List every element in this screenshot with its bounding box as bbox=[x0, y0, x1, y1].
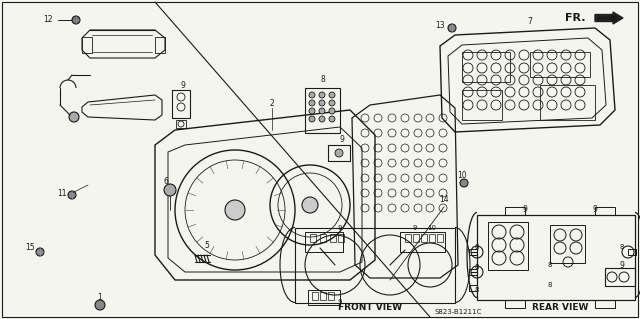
Bar bbox=[437, 234, 443, 242]
Text: 7: 7 bbox=[527, 18, 532, 26]
Circle shape bbox=[164, 184, 176, 196]
Bar bbox=[310, 234, 316, 242]
Bar bbox=[305, 232, 343, 252]
Text: 2: 2 bbox=[269, 99, 275, 108]
Text: 9: 9 bbox=[620, 261, 625, 270]
Bar bbox=[605, 268, 635, 286]
Text: FRONT VIEW: FRONT VIEW bbox=[338, 302, 402, 311]
Bar bbox=[429, 234, 435, 242]
Circle shape bbox=[335, 149, 343, 157]
Text: 13: 13 bbox=[435, 20, 445, 29]
Text: 6: 6 bbox=[164, 177, 168, 187]
Bar bbox=[469, 285, 477, 291]
Text: 10: 10 bbox=[428, 225, 436, 231]
Bar bbox=[530, 52, 590, 77]
Text: 11: 11 bbox=[57, 189, 67, 197]
Bar bbox=[328, 292, 334, 300]
Circle shape bbox=[36, 248, 44, 256]
Circle shape bbox=[319, 92, 325, 98]
Circle shape bbox=[319, 100, 325, 106]
Bar bbox=[328, 145, 350, 161]
Bar bbox=[338, 234, 344, 242]
Circle shape bbox=[309, 108, 315, 114]
Circle shape bbox=[309, 92, 315, 98]
Bar bbox=[308, 290, 340, 305]
Circle shape bbox=[68, 191, 76, 199]
Text: 15: 15 bbox=[25, 243, 35, 253]
Bar bbox=[505, 207, 525, 215]
Bar bbox=[540, 85, 595, 120]
Bar bbox=[550, 225, 585, 263]
Text: 9: 9 bbox=[338, 225, 342, 231]
Text: 9: 9 bbox=[338, 299, 342, 305]
Circle shape bbox=[302, 197, 318, 213]
Circle shape bbox=[448, 24, 456, 32]
Bar bbox=[413, 234, 419, 242]
Bar bbox=[405, 234, 411, 242]
Text: 9: 9 bbox=[180, 80, 186, 90]
Bar bbox=[82, 37, 92, 53]
Text: 8: 8 bbox=[321, 76, 325, 85]
Text: 9: 9 bbox=[340, 136, 344, 145]
Bar bbox=[469, 249, 477, 255]
Text: 9: 9 bbox=[413, 225, 417, 231]
Bar bbox=[469, 269, 477, 275]
Text: S823-B1211C: S823-B1211C bbox=[435, 309, 482, 315]
Bar bbox=[505, 300, 525, 308]
Bar bbox=[320, 292, 326, 300]
Bar bbox=[462, 90, 502, 120]
Text: 8: 8 bbox=[475, 287, 479, 293]
Text: 12: 12 bbox=[44, 16, 52, 25]
Circle shape bbox=[329, 100, 335, 106]
Text: 8: 8 bbox=[548, 262, 552, 268]
Text: 8: 8 bbox=[475, 244, 479, 250]
Text: 14: 14 bbox=[439, 196, 449, 204]
Bar bbox=[330, 234, 336, 242]
Bar bbox=[172, 90, 190, 118]
Circle shape bbox=[329, 108, 335, 114]
Bar bbox=[176, 120, 186, 128]
Text: 8: 8 bbox=[548, 282, 552, 288]
Circle shape bbox=[225, 200, 245, 220]
Text: 1: 1 bbox=[98, 293, 102, 302]
Circle shape bbox=[329, 116, 335, 122]
Bar bbox=[488, 222, 528, 270]
Circle shape bbox=[329, 92, 335, 98]
Circle shape bbox=[460, 179, 468, 187]
Bar bbox=[295, 228, 455, 303]
Text: 8: 8 bbox=[475, 264, 479, 270]
Bar bbox=[595, 300, 615, 308]
Circle shape bbox=[72, 16, 80, 24]
Bar bbox=[155, 37, 165, 53]
FancyArrow shape bbox=[595, 12, 623, 24]
Text: 5: 5 bbox=[205, 241, 209, 250]
Bar bbox=[305, 88, 340, 133]
Circle shape bbox=[95, 300, 105, 310]
Bar bbox=[320, 234, 326, 242]
Bar bbox=[312, 292, 318, 300]
Circle shape bbox=[309, 116, 315, 122]
Circle shape bbox=[319, 116, 325, 122]
Text: 9: 9 bbox=[593, 205, 597, 214]
Bar bbox=[477, 215, 635, 300]
Circle shape bbox=[69, 112, 79, 122]
Bar bbox=[595, 207, 615, 215]
Text: 8: 8 bbox=[620, 244, 624, 250]
Bar bbox=[628, 249, 636, 255]
Text: REAR VIEW: REAR VIEW bbox=[532, 302, 588, 311]
Text: 9: 9 bbox=[523, 205, 527, 214]
Bar bbox=[421, 234, 427, 242]
Bar bbox=[400, 232, 445, 252]
Circle shape bbox=[319, 108, 325, 114]
Text: FR.: FR. bbox=[564, 13, 585, 23]
Text: 10: 10 bbox=[457, 170, 467, 180]
Circle shape bbox=[309, 100, 315, 106]
Bar bbox=[462, 52, 510, 82]
